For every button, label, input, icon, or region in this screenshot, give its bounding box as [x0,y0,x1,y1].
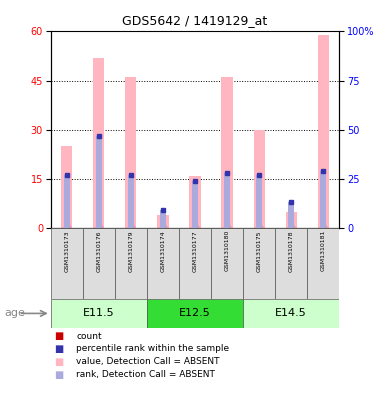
Bar [192,181,198,228]
Bar [320,171,326,228]
Bar [256,175,262,228]
Bar [83,228,115,299]
Bar [51,299,147,328]
Bar [222,77,233,228]
Bar [224,173,230,228]
Bar [211,228,243,299]
Bar [128,175,134,228]
Text: E14.5: E14.5 [275,309,307,318]
Text: value, Detection Call = ABSENT: value, Detection Call = ABSENT [76,358,220,366]
Bar [157,215,168,228]
Text: E11.5: E11.5 [83,309,115,318]
Text: percentile rank within the sample: percentile rank within the sample [76,345,229,353]
Text: GDS5642 / 1419129_at: GDS5642 / 1419129_at [122,14,268,27]
Bar [243,299,339,328]
Text: E12.5: E12.5 [179,309,211,318]
Text: ■: ■ [55,370,64,380]
Bar [275,228,307,299]
Bar [147,299,243,328]
Text: GSM1310174: GSM1310174 [160,230,165,272]
Text: GSM1310181: GSM1310181 [321,230,326,272]
Text: ■: ■ [55,344,64,354]
Bar [254,130,265,228]
Bar [243,228,275,299]
Bar [51,228,83,299]
Bar [147,228,179,299]
Text: GSM1310178: GSM1310178 [289,230,294,272]
Bar [125,77,136,228]
Text: count: count [76,332,102,340]
Text: ■: ■ [55,357,64,367]
Bar [190,176,200,228]
Text: GSM1310180: GSM1310180 [225,230,230,272]
Text: age: age [4,309,25,318]
Bar [64,175,70,228]
Bar [179,228,211,299]
Text: GSM1310179: GSM1310179 [128,230,133,272]
Bar [96,136,102,228]
Text: GSM1310173: GSM1310173 [64,230,69,272]
Text: GSM1310177: GSM1310177 [193,230,197,272]
Bar [115,228,147,299]
Text: ■: ■ [55,331,64,341]
Bar [285,211,297,228]
Bar [318,35,329,228]
Text: GSM1310175: GSM1310175 [257,230,262,272]
Bar [307,228,339,299]
Text: GSM1310176: GSM1310176 [96,230,101,272]
Bar [160,210,166,228]
Text: rank, Detection Call = ABSENT: rank, Detection Call = ABSENT [76,371,215,379]
Bar [288,202,294,228]
Bar [61,146,73,228]
Bar [93,58,105,228]
